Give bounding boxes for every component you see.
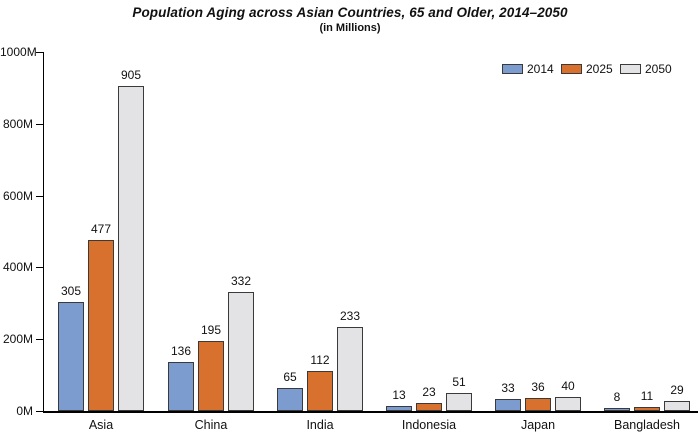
bar-2025-japan	[525, 398, 551, 411]
y-tick-label: 200M	[2, 332, 33, 347]
bar-value-label: 305	[60, 284, 82, 298]
legend-label: 2014	[527, 62, 554, 76]
legend-label: 2025	[586, 62, 613, 76]
bar-value-label: 905	[120, 68, 142, 82]
bar-value-label: 11	[640, 389, 654, 403]
legend-label: 2050	[645, 62, 672, 76]
x-category-label: India	[306, 418, 334, 432]
x-category-label: Japan	[520, 418, 556, 432]
y-axis-line	[43, 52, 44, 412]
x-category-label: Indonesia	[401, 418, 457, 432]
bar-value-label: 195	[200, 323, 222, 337]
chart-title: Population Aging across Asian Countries,…	[132, 5, 568, 20]
bar-value-label: 136	[170, 344, 192, 358]
legend-swatch-2050	[620, 64, 641, 74]
bar-2050-china	[228, 292, 254, 411]
bar-value-label: 332	[230, 274, 252, 288]
y-tick	[36, 411, 43, 412]
bar-2014-japan	[495, 399, 521, 411]
y-tick-label: 400M	[2, 260, 33, 275]
bar-2025-india	[307, 371, 333, 411]
x-category-label: Bangladesh	[613, 418, 681, 432]
y-tick-label: 1000M	[0, 45, 37, 59]
x-axis-line	[43, 411, 698, 413]
y-tick	[36, 52, 43, 53]
bar-value-label: 477	[90, 222, 112, 236]
y-tick	[36, 267, 43, 269]
bar-value-label: 65	[283, 370, 297, 384]
bar-2025-asia	[88, 240, 114, 411]
bar-2050-asia	[118, 86, 144, 411]
bar-2025-indonesia	[416, 403, 442, 411]
bar-value-label: 29	[670, 383, 684, 397]
bar-2050-india	[337, 327, 363, 411]
bar-value-label: 233	[339, 309, 361, 323]
bar-value-label: 13	[392, 388, 406, 402]
y-tick	[36, 339, 43, 341]
bar-2014-india	[277, 388, 303, 411]
bar-2014-indonesia	[386, 406, 412, 411]
bar-value-label: 33	[501, 381, 515, 395]
x-category-label: China	[194, 418, 228, 432]
bar-2050-japan	[555, 397, 581, 411]
legend-swatch-2014	[502, 64, 523, 74]
x-category-label: Asia	[88, 418, 114, 432]
y-tick	[36, 123, 43, 125]
bar-value-label: 36	[531, 380, 545, 394]
bar-2014-asia	[58, 302, 84, 411]
bar-2025-bangladesh	[634, 407, 660, 411]
bar-value-label: 112	[310, 353, 330, 367]
bar-value-label: 8	[613, 390, 621, 404]
y-tick	[36, 195, 43, 197]
bar-value-label: 51	[452, 375, 466, 389]
bar-2050-indonesia	[446, 393, 472, 411]
bar-value-label: 23	[422, 385, 436, 399]
bar-2050-bangladesh	[664, 401, 690, 411]
y-tick-label: 800M	[2, 116, 33, 131]
chart-subtitle: (in Millions)	[319, 22, 381, 34]
bar-2014-bangladesh	[604, 408, 630, 411]
y-tick-label: 0M	[16, 404, 33, 418]
bar-2014-china	[168, 362, 194, 411]
y-tick-label: 600M	[2, 188, 33, 203]
bar-value-label: 40	[561, 379, 575, 393]
legend-swatch-2025	[561, 64, 582, 74]
bar-2025-china	[198, 341, 224, 411]
